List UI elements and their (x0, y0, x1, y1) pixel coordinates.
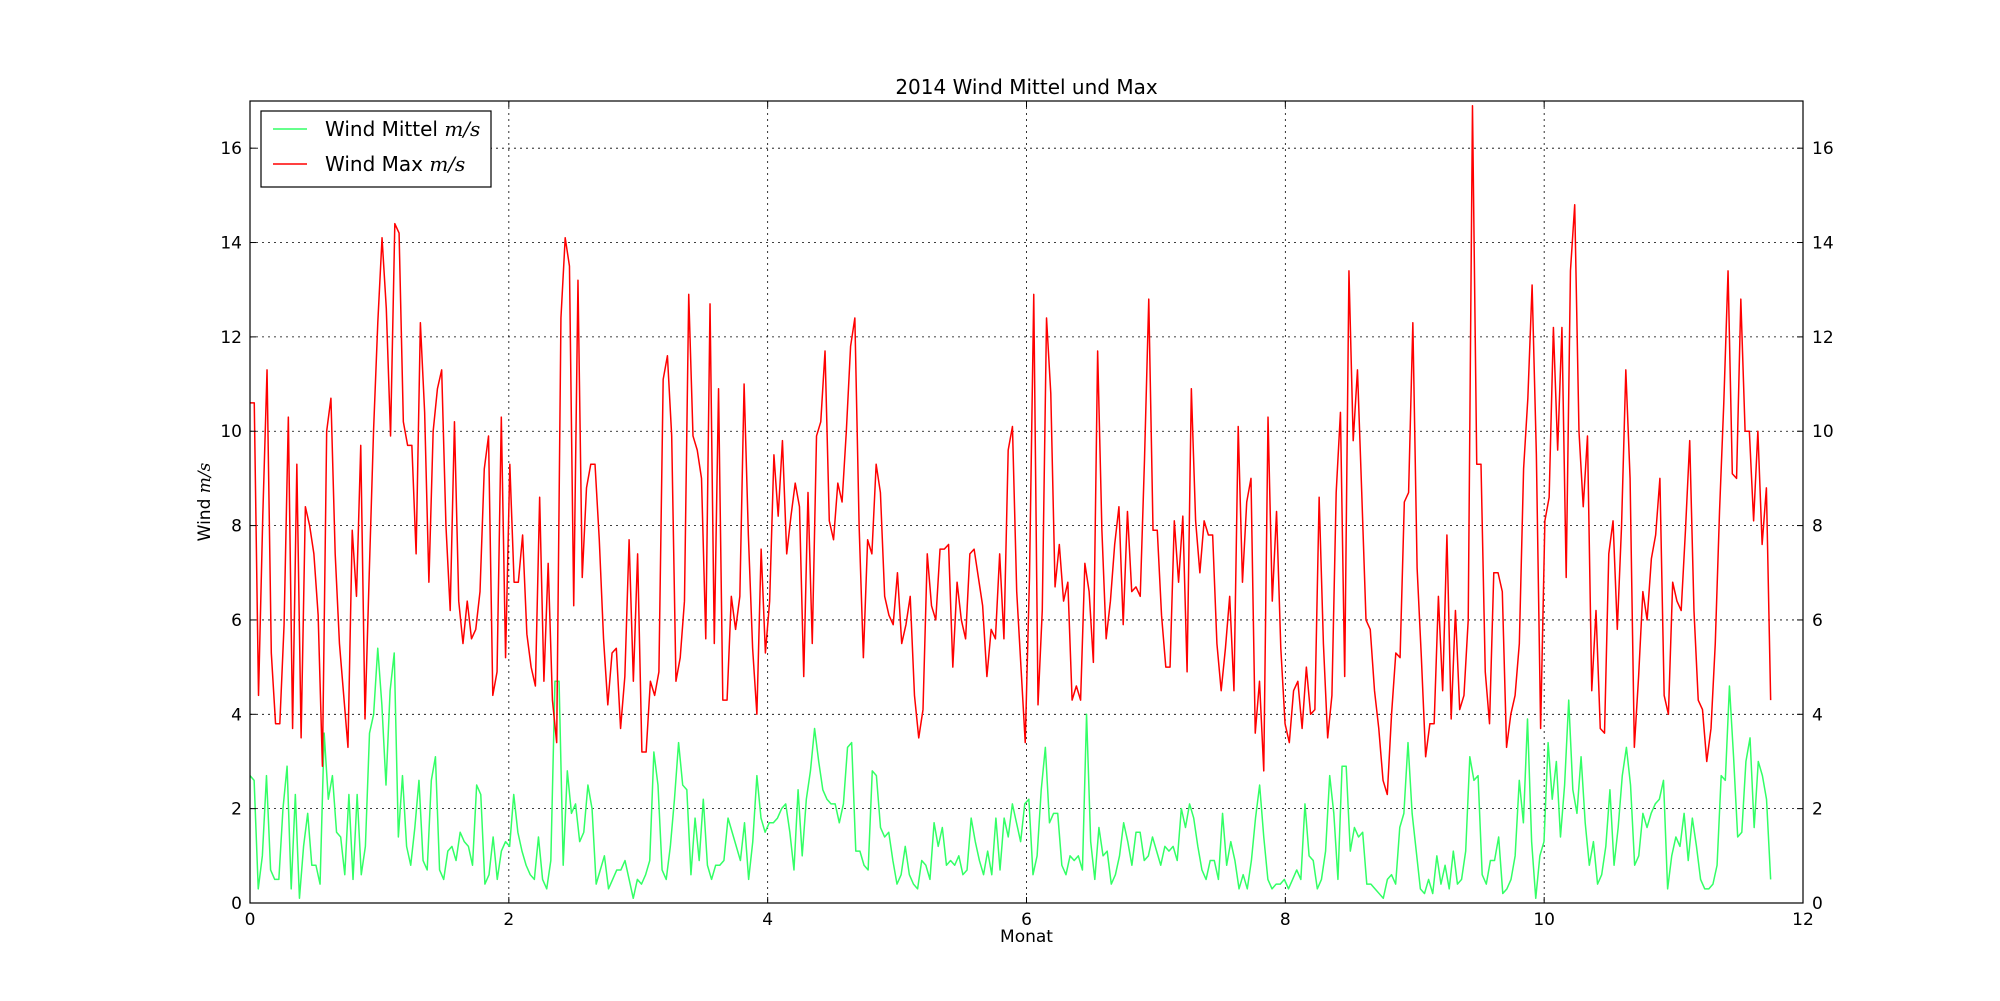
y-axis-label: Wind m/s (195, 462, 215, 541)
x-tick-label: 0 (245, 910, 256, 930)
x-tick-label: 6 (1021, 910, 1032, 930)
x-tick-label: 4 (762, 910, 773, 930)
series-line-wind-mittel (249, 647, 1772, 900)
x-tick-label: 12 (1792, 910, 1814, 930)
chart-title: 2014 Wind Mittel und Max (895, 75, 1158, 99)
y-tick-label-right: 8 (1812, 517, 1823, 537)
x-tick-label: 2 (503, 910, 514, 930)
y-tick-label: 0 (231, 894, 242, 914)
y-tick-label-right: 2 (1812, 800, 1823, 820)
y-tick-label: 4 (231, 705, 242, 725)
legend-label-wind-mittel: Wind Mittel m/s (325, 117, 480, 141)
legend: Wind Mittel m/s Wind Max m/s (260, 110, 492, 188)
legend-series-name: Wind Mittel (325, 117, 438, 141)
x-tick-label: 8 (1280, 910, 1291, 930)
y-tick-label-right: 4 (1812, 705, 1823, 725)
y-tick-label: 8 (231, 517, 242, 537)
series-line-wind-max (250, 104, 1772, 796)
legend-series-unit: m/s (429, 152, 465, 176)
y-tick-label: 16 (220, 139, 242, 159)
y-tick-label-right: 6 (1812, 611, 1823, 631)
y-tick-label-right: 0 (1812, 894, 1823, 914)
legend-series-name: Wind Max (325, 152, 423, 176)
legend-label-wind-max: Wind Max m/s (325, 152, 465, 176)
legend-series-unit: m/s (444, 117, 480, 141)
y-tick-label-right: 10 (1812, 422, 1834, 442)
y-tick-label-right: 12 (1812, 328, 1834, 348)
y-tick-label-right: 14 (1812, 234, 1834, 254)
series-layer (249, 104, 1772, 900)
x-tick-label: 10 (1533, 910, 1555, 930)
y-tick-label: 10 (220, 422, 242, 442)
x-axis-label: Monat (1000, 927, 1053, 947)
y-axis-label-unit: m/s (195, 462, 215, 493)
y-tick-label: 6 (231, 611, 242, 631)
y-tick-label: 2 (231, 800, 242, 820)
y-tick-label: 14 (220, 234, 242, 254)
y-tick-label-right: 16 (1812, 139, 1834, 159)
y-axis-label-text: Wind (195, 499, 215, 542)
legend-box (260, 110, 492, 188)
y-tick-label: 12 (220, 328, 242, 348)
